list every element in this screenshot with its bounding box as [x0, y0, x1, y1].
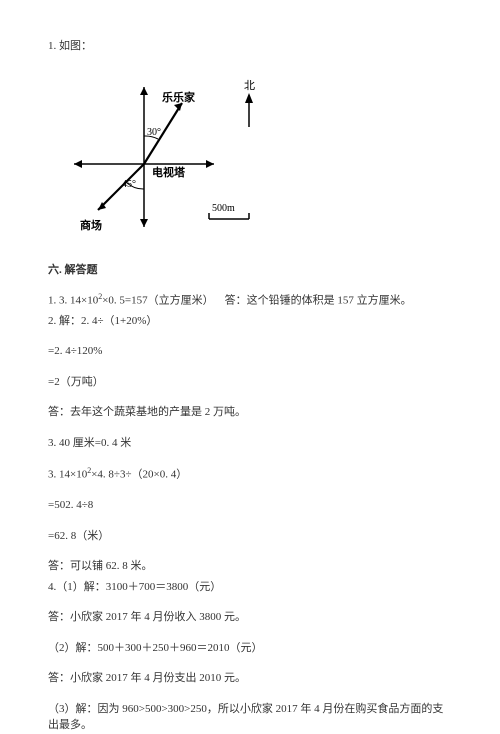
- q1-label: 1. 如图：: [48, 38, 452, 55]
- direction-diagram: 乐乐家 北 30° 45° 电视塔 商场 500m: [54, 69, 274, 239]
- label-angle45: 45°: [122, 179, 136, 190]
- label-mall: 商场: [80, 218, 102, 232]
- a2-l3: =2（万吨）: [48, 374, 452, 391]
- section-6-title: 六. 解答题: [48, 262, 452, 279]
- a2-l1: 2. 解：2. 4÷（1+20%）: [48, 313, 452, 330]
- label-scale: 500m: [212, 203, 235, 214]
- label-north: 北: [244, 79, 255, 92]
- a3-l2: 3. 14×102×4. 8÷3÷（20×0. 4）: [48, 465, 452, 483]
- a4-p2ans: 答：小欣家 2017 年 4 月份支出 2010 元。: [48, 670, 452, 687]
- a3-l3: =502. 4÷8: [48, 497, 452, 514]
- a4-p3l1: （3）解：因为 960>500>300>250，所以小欣家 2017 年 4 月…: [48, 701, 452, 734]
- label-angle30: 30°: [147, 127, 161, 138]
- a1-answer: 答：这个铅锤的体积是 157 立方厘米。: [225, 294, 412, 306]
- a3-l4: =62. 8（米）: [48, 528, 452, 545]
- label-tvtower: 电视塔: [152, 165, 186, 179]
- a4-p2l1: （2）解：500＋300＋250＋960＝2010（元）: [48, 640, 452, 657]
- a1-text-a: 1. 3. 14×10: [48, 294, 98, 306]
- a3-l2b: ×4. 8÷3÷（20×0. 4）: [91, 469, 187, 481]
- diagram-container: 乐乐家 北 30° 45° 电视塔 商场 500m: [54, 69, 452, 245]
- a2-l2: =2. 4÷120%: [48, 343, 452, 360]
- label-lele: 乐乐家: [162, 90, 196, 104]
- a1-text-b: ×0. 5=157（立方厘米）: [102, 294, 213, 306]
- a3-ans: 答：可以铺 62. 8 米。: [48, 558, 452, 575]
- a1-line: 1. 3. 14×102×0. 5=157（立方厘米） 答：这个铅锤的体积是 1…: [48, 291, 452, 309]
- a4-p1l1: 4.（1）解：3100＋700＝3800（元）: [48, 579, 452, 596]
- a2-ans: 答：去年这个蔬菜基地的产量是 2 万吨。: [48, 404, 452, 421]
- a3-l1: 3. 40 厘米=0. 4 米: [48, 435, 452, 452]
- a4-p1ans: 答：小欣家 2017 年 4 月份收入 3800 元。: [48, 609, 452, 626]
- a3-l2a: 3. 14×10: [48, 469, 87, 481]
